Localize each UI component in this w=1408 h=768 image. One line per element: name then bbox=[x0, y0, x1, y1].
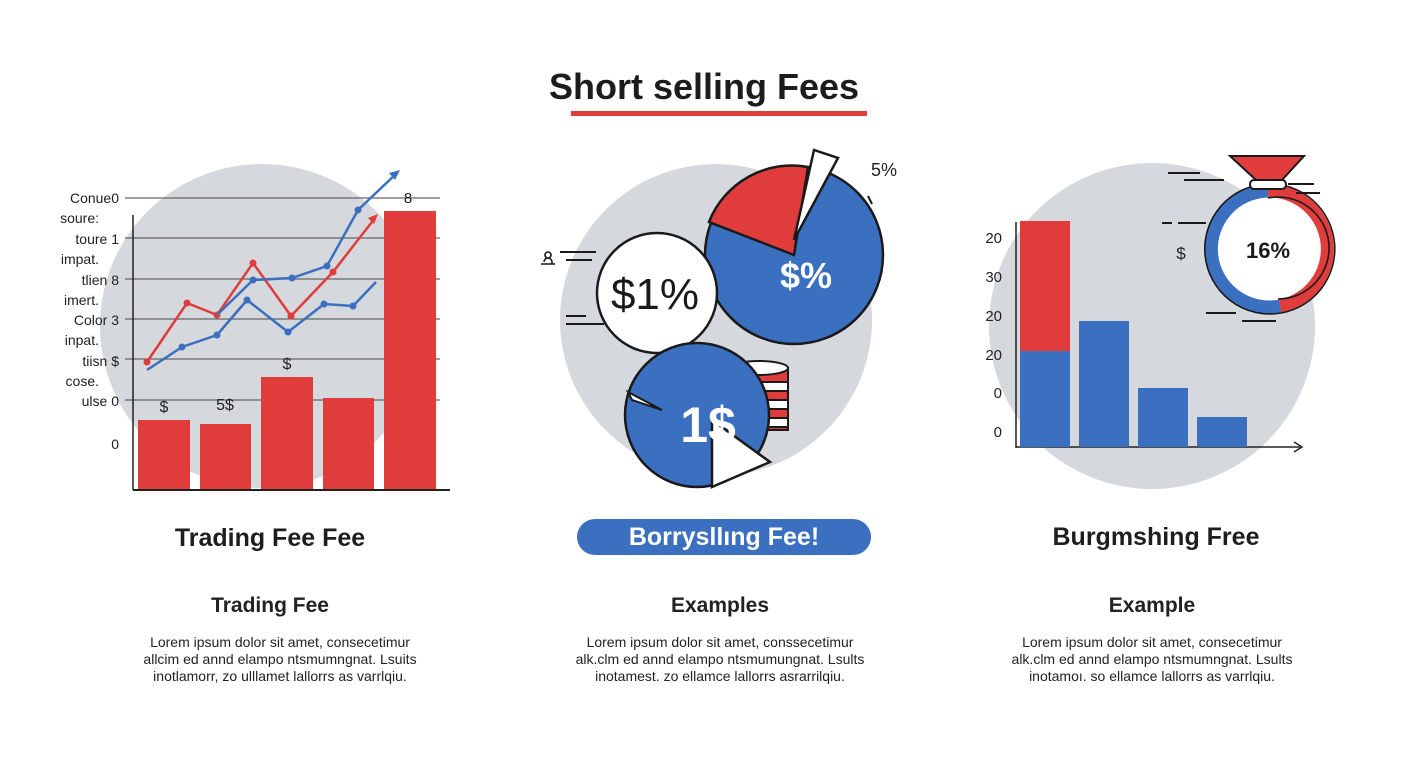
panel2-subheading: Examples bbox=[670, 594, 770, 617]
pie-top-red-slice bbox=[707, 164, 810, 257]
pie-bottom-label: 1$ bbox=[680, 397, 736, 453]
panel3-heading: Burgmshing Free bbox=[1052, 523, 1260, 551]
funnel-top bbox=[1227, 155, 1307, 181]
pie-bottom-white-slice bbox=[710, 417, 773, 489]
left-label: ulse 0 bbox=[82, 393, 120, 409]
body-line: inotlamorr, zo ulllamet lallorrs as varr… bbox=[153, 668, 407, 684]
left-label: imert. bbox=[64, 292, 99, 308]
borrowing-fee-pill: Borrysllıng Fee! bbox=[577, 519, 871, 555]
page-title: Short selling Fees bbox=[548, 66, 860, 107]
left-label: 0 bbox=[111, 436, 119, 452]
left-label: Color 3 bbox=[74, 312, 119, 328]
body-line: Lorem ipsum dolor sit amet, conssecetimu… bbox=[586, 634, 854, 650]
y-tick: 30 bbox=[985, 269, 1002, 286]
body-line: inotamest. zo ellamce lallorrs asrarrilq… bbox=[595, 668, 845, 684]
pie-top-percent: 5% bbox=[871, 160, 897, 180]
gauge-red-arc bbox=[1267, 184, 1334, 313]
bars bbox=[1020, 221, 1247, 447]
body-line: allcim ed annd elampo ntsmumngnat. Lsuit… bbox=[143, 651, 417, 667]
body-line: Lorem ipsum dolor sit amet, consecetimur bbox=[1022, 634, 1282, 650]
left-label: soure: bbox=[60, 210, 99, 226]
line-end-label: 8 bbox=[404, 190, 412, 207]
blue-series-line-low bbox=[146, 281, 377, 372]
panel1-heading: Trading Fee Fee bbox=[174, 524, 366, 552]
gauge-blue-arc bbox=[1204, 184, 1282, 314]
borrowing-fee-illustration: $% 5% $1% 1$ bbox=[541, 148, 897, 489]
bar-2 bbox=[200, 424, 251, 490]
bar-1-blue bbox=[1020, 351, 1070, 447]
blue-arrowhead bbox=[389, 170, 400, 180]
y-tick: 20 bbox=[985, 347, 1002, 364]
body-line: alk.clm ed annd elampo ntsmumungnat. Lsu… bbox=[575, 651, 865, 667]
pie-top-white-slice bbox=[792, 148, 840, 241]
bar-2 bbox=[1079, 321, 1129, 447]
body-line: Lorem ipsum dolor sit amet, consecetimur bbox=[150, 634, 410, 650]
left-label: Conue0 bbox=[70, 190, 119, 206]
bar-5 bbox=[384, 211, 436, 490]
bar-1-red bbox=[1020, 221, 1070, 351]
bar-label: $ bbox=[283, 356, 292, 373]
panel3-body: Lorem ipsum dolor sit amet, consecetimur… bbox=[972, 634, 1332, 685]
y-tick-labels: 20 30 20 20 0 0 bbox=[985, 230, 1002, 441]
y-tick: 0 bbox=[994, 385, 1002, 402]
bar-4 bbox=[323, 398, 374, 490]
left-label: tiisn $ bbox=[82, 353, 119, 369]
trading-fee-chart: Conue0 soure: toure 1 impat. tlien 8 ime… bbox=[60, 164, 450, 491]
y-tick: 20 bbox=[985, 230, 1002, 247]
bar-1 bbox=[138, 420, 190, 490]
left-label: cose. bbox=[66, 373, 99, 389]
blue-points bbox=[178, 206, 362, 351]
bars bbox=[138, 211, 436, 490]
person-icon bbox=[541, 251, 555, 265]
speed-lines bbox=[1162, 172, 1320, 322]
y-tick: 20 bbox=[985, 308, 1002, 325]
burgmshing-fee-chart: 20 30 20 20 0 0 16% $ bbox=[985, 155, 1336, 489]
title-underline bbox=[571, 111, 867, 116]
white-circle bbox=[595, 231, 719, 355]
left-label: inpat. bbox=[65, 332, 99, 348]
panel3-subheading: Example bbox=[1108, 594, 1196, 617]
white-circle-label: $1% bbox=[611, 270, 699, 319]
y-tick: 0 bbox=[994, 424, 1002, 441]
panel1-body: Lorem ipsum dolor sit amet, consecetimur… bbox=[100, 634, 460, 685]
bar-3 bbox=[261, 377, 313, 490]
bar-4 bbox=[1197, 417, 1247, 447]
left-label: tlien 8 bbox=[82, 272, 120, 288]
body-line: alk.clm ed annd elampo ntsmumngnat. Lsul… bbox=[1011, 651, 1293, 667]
body-line: inotamoı. so ellamce lallorrs as varrlqi… bbox=[1029, 668, 1275, 684]
gauge-value: 16% bbox=[1246, 238, 1290, 263]
left-label: toure 1 bbox=[75, 231, 119, 247]
left-labels: Conue0 soure: toure 1 impat. tlien 8 ime… bbox=[60, 190, 119, 452]
gauge-icon: 16% bbox=[1203, 155, 1336, 315]
left-label: impat. bbox=[61, 251, 99, 267]
red-arrowhead bbox=[368, 214, 378, 224]
bar-label: $ bbox=[160, 399, 169, 416]
speed-lines bbox=[560, 251, 604, 325]
bar-3 bbox=[1138, 388, 1188, 447]
pie-bottom-notch bbox=[625, 389, 663, 411]
panel1-subheading: Trading Fee bbox=[211, 594, 329, 617]
blue-series-line-high bbox=[216, 171, 399, 316]
panel2-body: Lorem ipsum dolor sit amet, conssecetimu… bbox=[540, 634, 900, 685]
bar-labels: $ 5$ $ bbox=[160, 356, 292, 416]
dollar-label: $ bbox=[1176, 244, 1186, 263]
bar-label: 5$ bbox=[216, 397, 234, 414]
pie-top-label: $% bbox=[780, 255, 832, 296]
